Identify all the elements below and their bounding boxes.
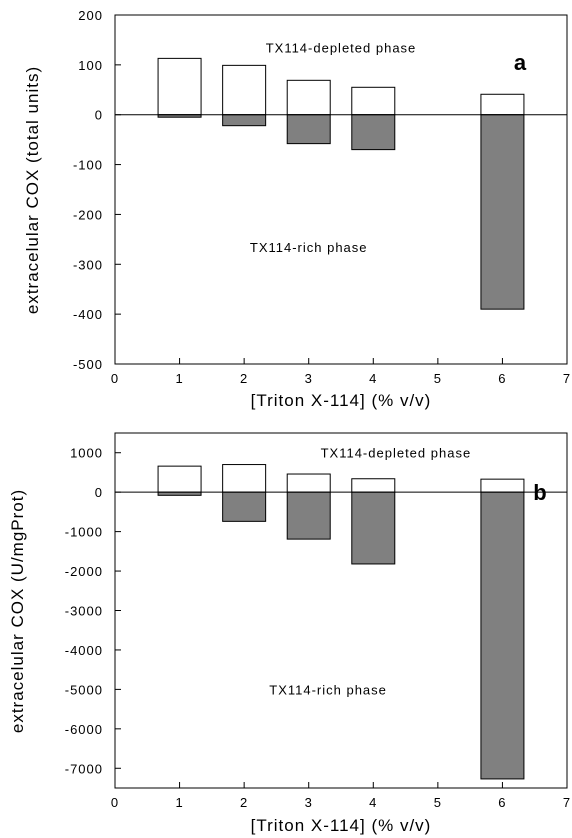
bar-b-s1-3 — [351, 491, 396, 565]
annotation-a-1: TX114-rich phase — [250, 240, 368, 255]
plot-frame-a — [114, 14, 568, 365]
y-ticks-a: 200 100 0 -100 -200 -300 -400 -500 — [73, 8, 121, 372]
x-tick-label-a-6: 6 — [498, 371, 506, 386]
bar-a-s0-3 — [351, 86, 396, 116]
bar-b-s1-4 — [480, 491, 525, 780]
bar-b-s0-3 — [351, 478, 396, 493]
bar-a-s0-4 — [480, 93, 525, 116]
x-axis-title-b: [Triton X-114] (% v/v) — [251, 816, 432, 835]
bar-a-s0-1 — [222, 64, 267, 116]
annotation-b-1: TX114-rich phase — [269, 682, 387, 697]
annotation-a-0: TX114-depleted phase — [266, 40, 417, 55]
bar-b-s0-0 — [157, 465, 202, 493]
bars-b — [157, 464, 525, 780]
x-ticks-b: 0 1 2 3 4 5 6 7 — [111, 782, 571, 810]
y-tick-label-b-4: -3000 — [65, 604, 103, 619]
y-tick-label-b-8: -7000 — [65, 761, 103, 776]
y-tick-label-a-5: -300 — [73, 257, 103, 272]
x-tick-label-a-1: 1 — [175, 371, 183, 386]
bar-a-s1-1 — [222, 114, 267, 127]
y-axis-title-a: extracelular COX (total units) — [23, 66, 42, 314]
bar-b-s1-2 — [286, 491, 331, 540]
y-tick-label-b-5: -4000 — [65, 643, 103, 658]
y-tick-label-b-2: -1000 — [65, 525, 103, 540]
annotations-a: TX114-depleted phase TX114-rich phase — [250, 40, 417, 255]
y-axis-title-b: extracelular COX (U/mgProt) — [8, 489, 27, 733]
y-tick-label-a-4: -200 — [73, 207, 103, 222]
y-tick-label-b-7: -6000 — [65, 722, 103, 737]
x-tick-label-b-7: 7 — [563, 795, 571, 810]
bar-a-s1-4 — [480, 114, 525, 310]
x-tick-label-a-4: 4 — [369, 371, 377, 386]
x-tick-label-b-5: 5 — [434, 795, 442, 810]
bars-a — [157, 57, 525, 310]
bar-a-s0-2 — [286, 79, 331, 116]
y-tick-label-a-1: 100 — [78, 58, 103, 73]
x-tick-label-b-6: 6 — [498, 795, 506, 810]
x-axis-title-a: [Triton X-114] (% v/v) — [251, 391, 432, 410]
y-tick-label-a-3: -100 — [73, 158, 103, 173]
x-tick-label-b-0: 0 — [111, 795, 119, 810]
y-tick-label-b-3: -2000 — [65, 564, 103, 579]
bar-b-s0-4 — [480, 478, 525, 493]
bar-b-s0-1 — [222, 464, 267, 493]
y-tick-label-b-0: 1000 — [70, 446, 103, 461]
y-tick-label-b-1: 0 — [95, 485, 103, 500]
x-tick-label-b-4: 4 — [369, 795, 377, 810]
bar-a-s0-0 — [157, 57, 202, 116]
annotations-b: TX114-depleted phase TX114-rich phase — [269, 446, 472, 698]
y-ticks-b: 1000 0 -1000 -2000 -3000 -4000 -5000 -6000 -7000 — [65, 446, 121, 776]
y-tick-label-b-6: -5000 — [65, 682, 103, 697]
panel-letter-a: a — [514, 50, 527, 75]
bar-b-s1-1 — [222, 491, 267, 522]
panel-b: 0 1 2 3 4 5 6 7 1000 0 -1000 -2000 -3000 -4000 -5000 -… — [8, 432, 571, 835]
x-tick-label-b-1: 1 — [175, 795, 183, 810]
x-tick-label-a-2: 2 — [240, 371, 248, 386]
y-tick-label-a-6: -400 — [73, 307, 103, 322]
x-ticks-a: 0 1 2 3 4 5 6 7 — [111, 358, 571, 386]
y-tick-label-a-0: 200 — [78, 8, 103, 23]
x-tick-label-a-3: 3 — [305, 371, 313, 386]
annotation-b-0: TX114-depleted phase — [321, 446, 472, 461]
bar-b-s0-2 — [286, 473, 331, 493]
x-tick-label-b-3: 3 — [305, 795, 313, 810]
x-tick-label-a-5: 5 — [434, 371, 442, 386]
x-tick-label-b-2: 2 — [240, 795, 248, 810]
y-tick-label-a-7: -500 — [73, 357, 103, 372]
bar-a-s1-2 — [286, 114, 331, 145]
x-tick-label-a-0: 0 — [111, 371, 119, 386]
x-tick-label-a-7: 7 — [563, 371, 571, 386]
panel-a: 0 1 2 3 4 5 6 7 200 100 0 -100 -200 -300 -400 -500 TX1… — [23, 8, 571, 410]
bar-a-s1-3 — [351, 114, 396, 151]
y-tick-label-a-2: 0 — [95, 108, 103, 123]
